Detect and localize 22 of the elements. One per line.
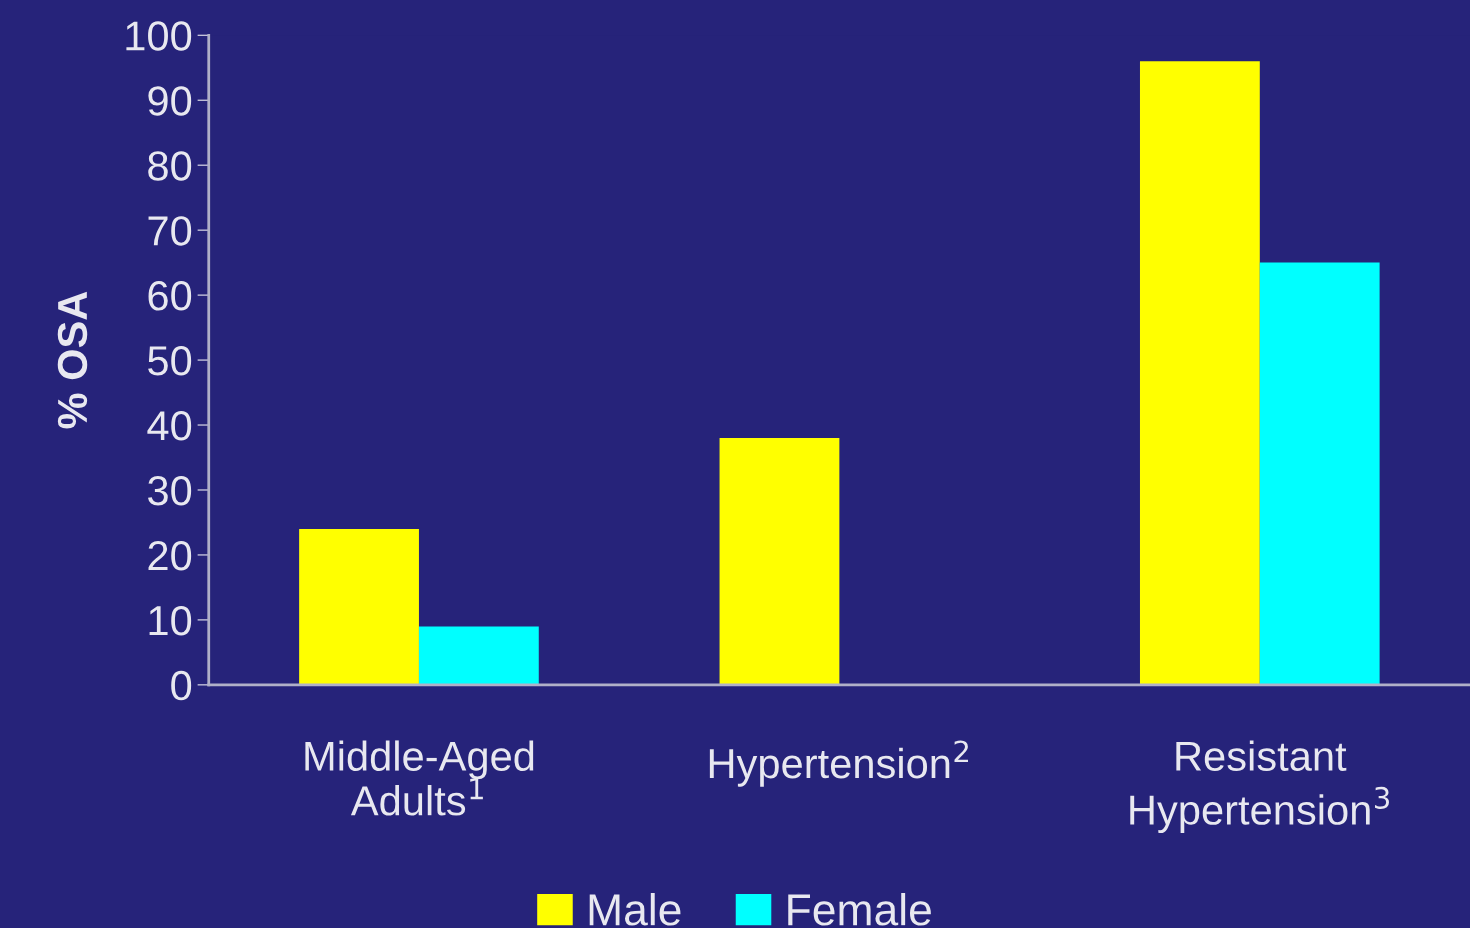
y-axis-title: % OSA <box>57 291 88 429</box>
bar <box>719 438 840 685</box>
bar <box>418 626 539 685</box>
y-tick-label: 50 <box>148 346 192 376</box>
bar <box>1139 61 1260 685</box>
y-tick-label: 90 <box>148 86 192 116</box>
x-tick-label: Resistant Hypertension$^{3}$ <box>1130 740 1389 834</box>
bar <box>299 528 419 685</box>
bar <box>1259 262 1380 685</box>
y-tick-label: 70 <box>148 216 192 246</box>
y-tick-label: 30 <box>148 475 192 506</box>
legend-label: Male <box>589 892 681 926</box>
y-tick-label: 20 <box>148 540 192 571</box>
legend-label: Female <box>788 892 931 926</box>
y-tick-label: 10 <box>149 605 192 636</box>
x-tick-label: Hypertension$^{2}$ <box>709 740 968 787</box>
y-tick-label: 0 <box>171 670 192 701</box>
y-tick-label: 100 <box>126 21 192 51</box>
y-tick-label: 80 <box>148 151 192 181</box>
y-tick-label: 60 <box>148 281 192 311</box>
x-tick-label: Middle-Aged Adults$^{1}$ <box>305 740 534 816</box>
y-tick-label: 40 <box>147 411 192 441</box>
